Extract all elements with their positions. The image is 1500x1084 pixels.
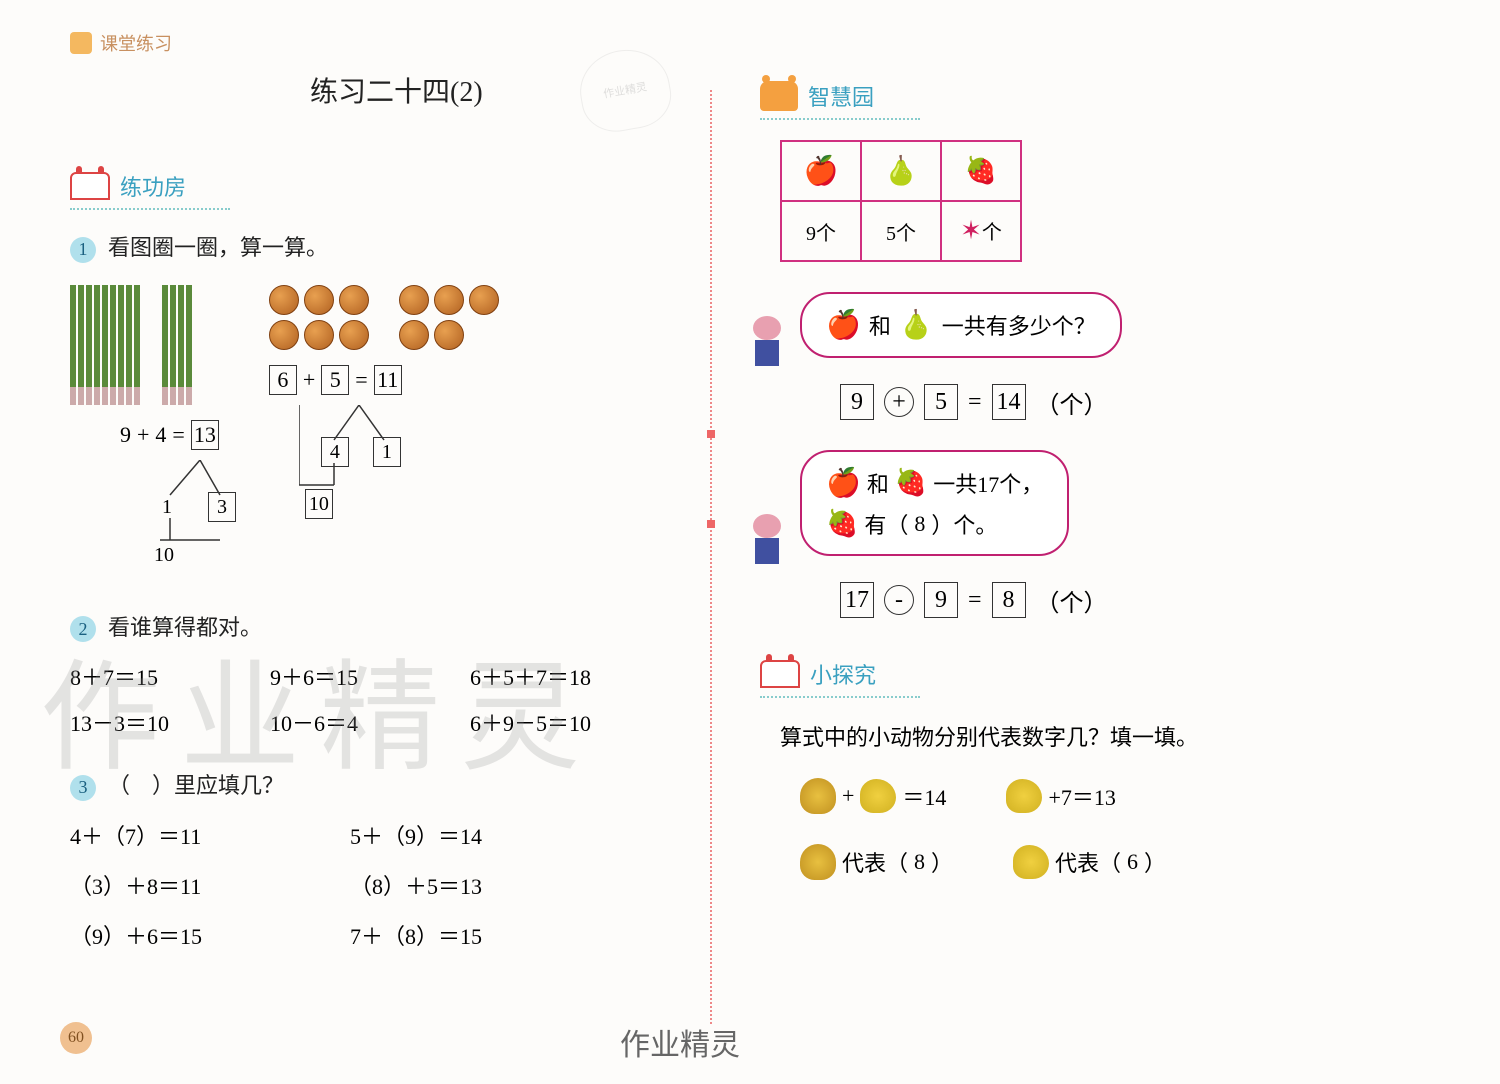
pencils-block: 9 + 4 = 13 1 3 10 [70, 285, 219, 570]
section-label-wisdom: 智慧园 [808, 80, 874, 112]
pencil-group-9 [70, 285, 140, 405]
q3-number: 3 [70, 775, 96, 801]
section-label: 练功房 [120, 170, 186, 202]
explore-text: 算式中的小动物分别代表数字几？填一填。 [780, 720, 1460, 752]
pig-icon [747, 514, 787, 564]
q1-eq2: 6 + 5 = 11 [269, 365, 499, 395]
column-divider [710, 90, 712, 1024]
section-header-explore: 小探究 [760, 658, 920, 698]
strawberry-icon: 🍓 [965, 156, 997, 185]
stamp-icon: 作业精灵 [574, 43, 677, 137]
apple-icon: 🍎 [826, 308, 861, 342]
cow-icon [70, 172, 110, 200]
tiger-icon [760, 81, 798, 111]
animal-equations: + ＝14 +7＝13 [800, 778, 1460, 814]
q1-eq1: 9 + 4 = 13 [70, 420, 219, 450]
chicken-icon [800, 844, 836, 880]
star-icon: ✶ [960, 216, 982, 246]
speech-bubble-1: 🍎 和 🍐 一共有多少个？ [800, 292, 1122, 358]
watermark-small: 作业精灵 [620, 1020, 740, 1064]
q1-number: 1 [70, 237, 96, 263]
balls-block: 6 + 5 = 11 4 1 10 [269, 285, 499, 570]
header-label: 课堂练习 [100, 30, 172, 56]
question-1: 1 看图圈一圈，算一算。 9 + 4 = [70, 230, 690, 570]
q1-decomp2: 4 1 10 [299, 405, 499, 515]
speech-bubble-2: 🍎 和 🍓 一共17个， 🍓 有（ 8 ）个。 [800, 450, 1069, 556]
table-row: 🍎 🍐 🍓 [781, 141, 1021, 201]
pear-icon: 🍐 [884, 156, 919, 187]
strawberry-icon: 🍓 [895, 468, 927, 498]
q2-number: 2 [70, 616, 96, 642]
duck-icon [1013, 845, 1049, 879]
apple-icon: 🍎 [804, 156, 839, 187]
fruit-table: 🍎 🍐 🍓 9个 5个 ✶个 [780, 140, 1022, 262]
right-eq1: 9 + 5 = 14 （个） [840, 384, 1460, 420]
cow-icon [760, 660, 800, 688]
section-header-wisdom: 智慧园 [760, 80, 920, 120]
page-title: 练习二十四(2) [310, 70, 483, 110]
strawberry-icon: 🍓 [826, 509, 858, 539]
right-eq2: 17 - 9 = 8 （个） [840, 582, 1460, 618]
ball-group-5 [399, 285, 499, 350]
q1-eq1-answer: 13 [191, 420, 219, 450]
q3-text: （ ）里应填几？ [108, 773, 284, 798]
page-number: 60 [60, 1022, 92, 1054]
left-column: 练功房 1 看图圈一圈，算一算。 9 + [70, 170, 690, 951]
apple-icon: 🍎 [826, 466, 861, 500]
pencil-group-4 [162, 285, 192, 405]
pig-icon [747, 316, 787, 366]
section-label-explore: 小探究 [810, 658, 876, 690]
section-header-practice: 练功房 [70, 170, 230, 210]
q1-decomp1: 1 3 10 [160, 460, 219, 570]
bear-icon [70, 32, 92, 54]
q2-text: 看谁算得都对。 [108, 615, 262, 640]
question-2: 2 看谁算得都对。 8＋7＝15 9＋6＝15 6＋5＋7＝18 13－3＝10… [70, 610, 690, 739]
animal-represents: 代表（ 8 ） 代表（ 6 ） [800, 844, 1460, 880]
pear-icon: 🍐 [899, 308, 934, 342]
table-row: 9个 5个 ✶个 [781, 201, 1021, 261]
right-eq2-answer: 8 [992, 582, 1026, 618]
q1-eq2-answer: 11 [374, 365, 402, 395]
ball-group-6 [269, 285, 369, 350]
q1-text: 看图圈一圈，算一算。 [108, 235, 328, 260]
question-3: 3 （ ）里应填几？ 4＋（7）＝11 5＋（9）＝14 （3）＋8＝11 （8… [70, 768, 690, 951]
chicken-icon [800, 778, 836, 814]
q3-grid: 4＋（7）＝11 5＋（9）＝14 （3）＋8＝11 （8）＋5＝13 （9）＋… [70, 819, 690, 951]
duck-icon [1006, 779, 1042, 813]
page-header: 课堂练习 [70, 30, 172, 56]
q2-grid: 8＋7＝15 9＋6＝15 6＋5＋7＝18 13－3＝10 10－6＝4 6＋… [70, 660, 690, 738]
right-eq1-answer: 14 [992, 384, 1026, 420]
duck-icon [860, 779, 896, 813]
right-column: 智慧园 🍎 🍐 🍓 9个 5个 ✶个 🍎 和 🍐 一共有多少个？ 9 + 5 =… [760, 80, 1460, 880]
